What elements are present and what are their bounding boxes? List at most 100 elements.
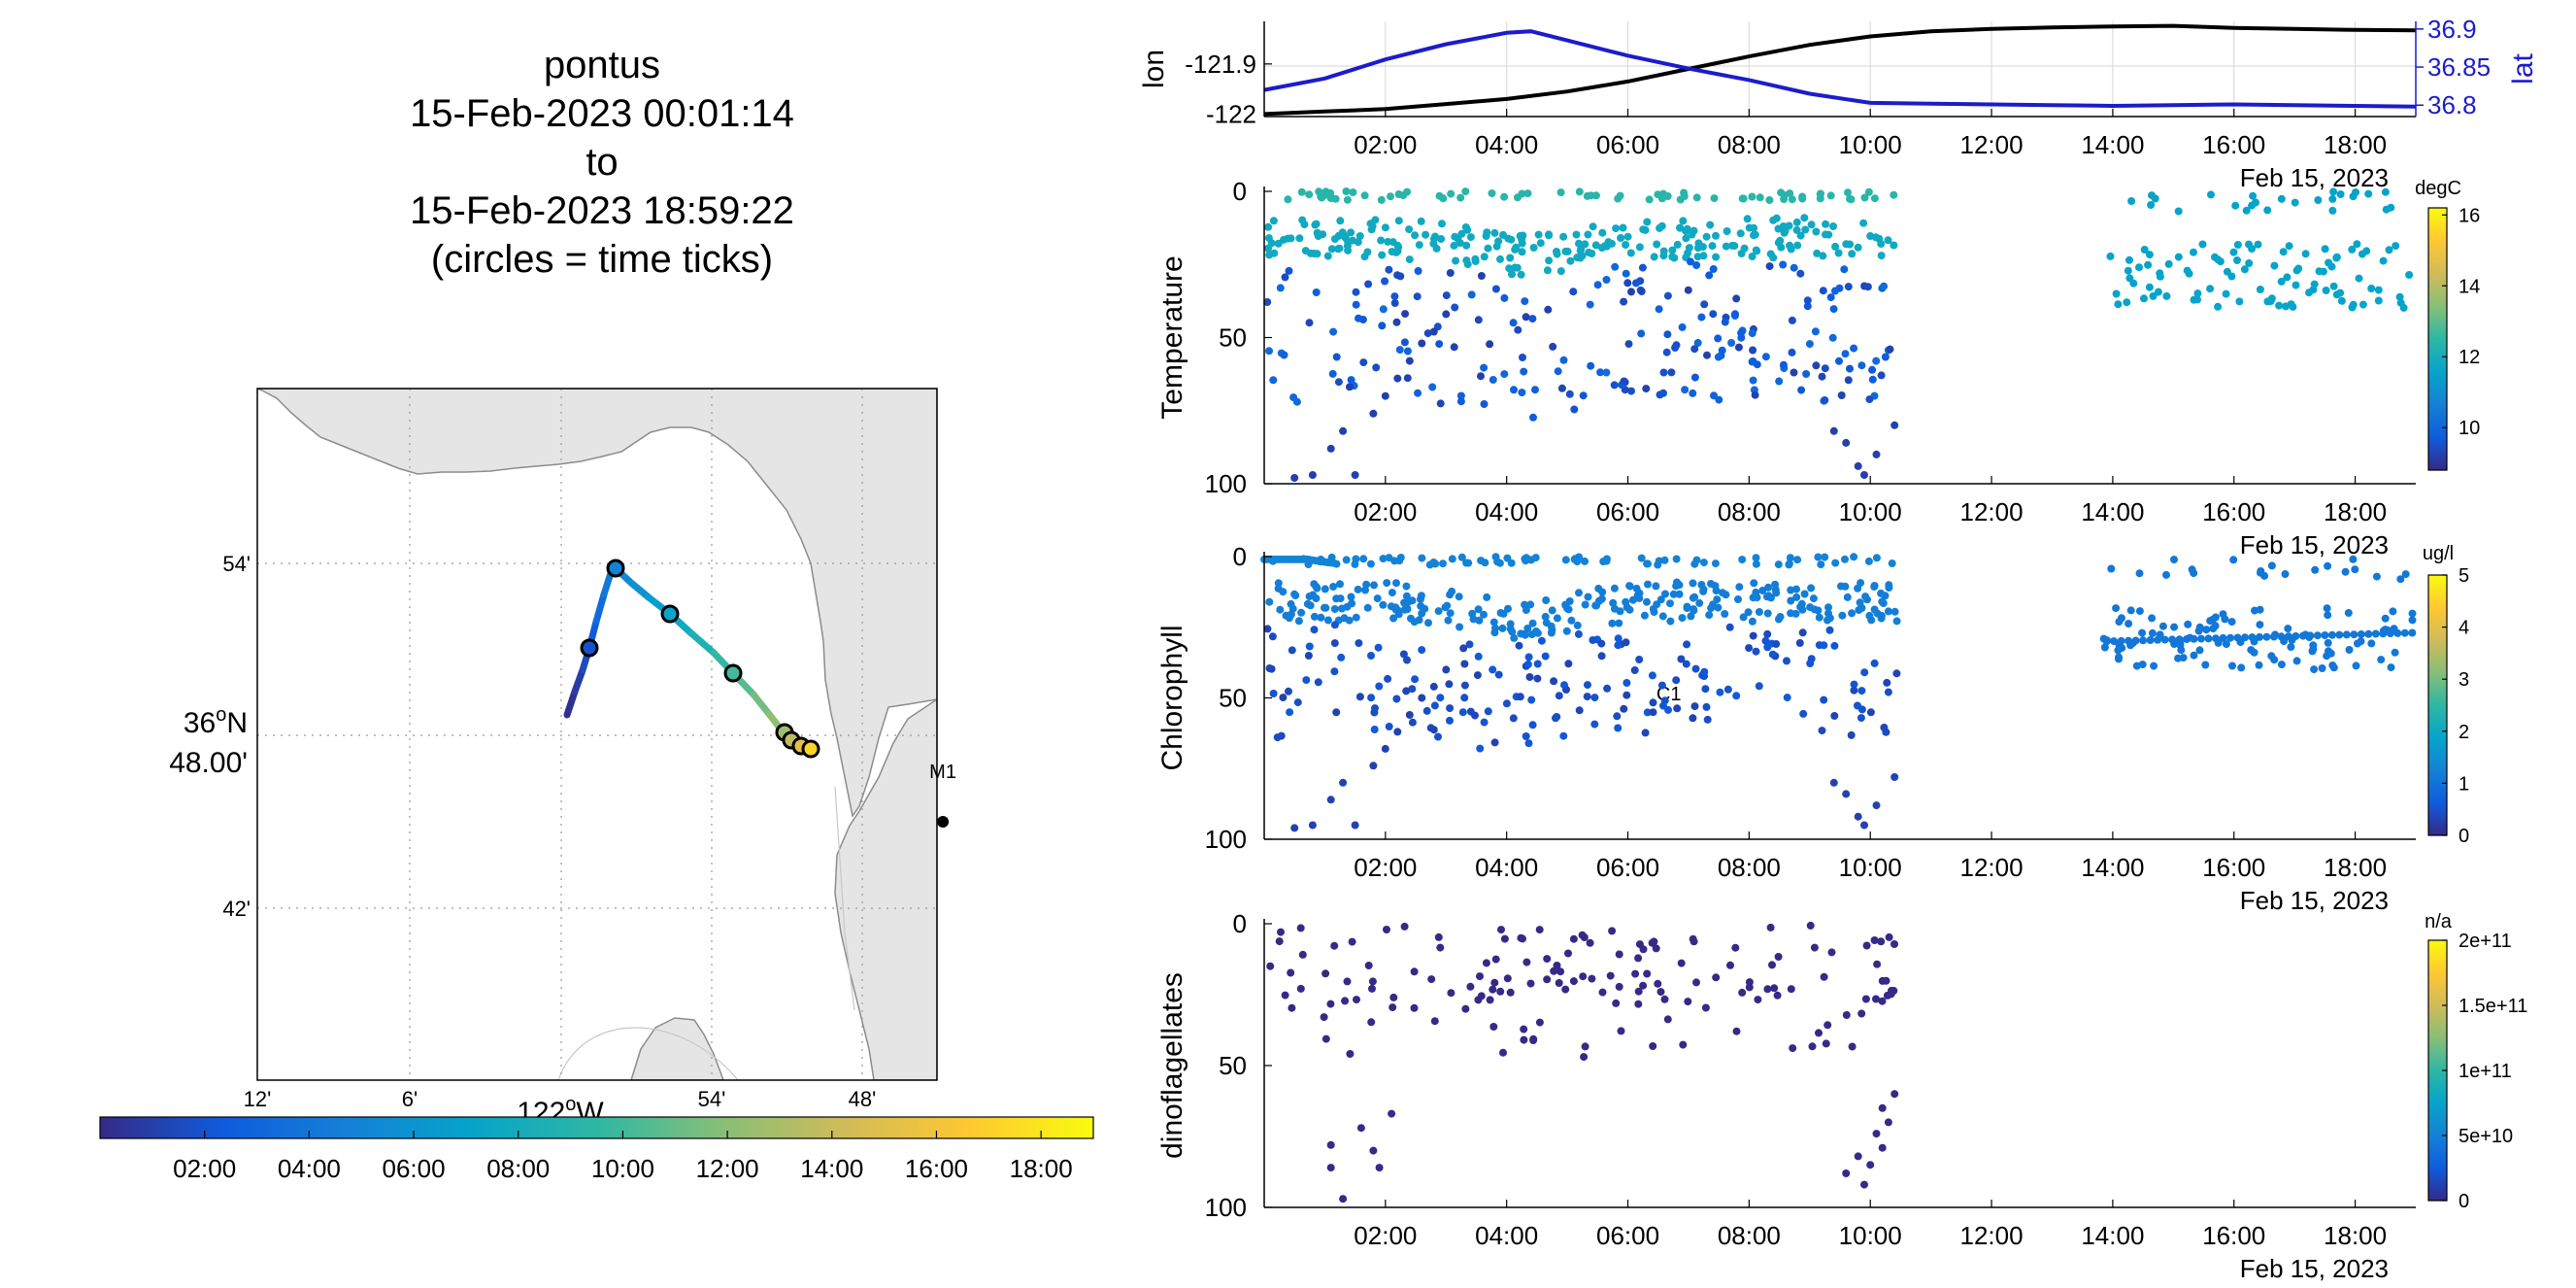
scatter-point <box>2352 661 2360 670</box>
scatter-point <box>1830 641 1839 650</box>
scatter-point <box>1395 557 1404 565</box>
scatter-point <box>1347 376 1355 385</box>
scatter-point <box>2135 607 2144 616</box>
scatter-point <box>2125 255 2133 264</box>
scatter-point <box>1890 190 1898 199</box>
scatter-point <box>2162 570 2170 579</box>
scatter-point <box>1553 614 1561 623</box>
scatter-point <box>1263 625 1272 633</box>
scatter-point <box>2114 300 2123 309</box>
scatter-point <box>1343 977 1352 986</box>
scatter-point <box>1846 364 1854 373</box>
vehicle-track <box>563 559 820 759</box>
scatter-point <box>1711 559 1720 568</box>
x-tick-label: 10:00 <box>1839 130 1902 159</box>
scatter-point <box>1660 556 1669 564</box>
scatter-point <box>1777 188 1786 197</box>
scatter-point <box>1438 220 1446 228</box>
scatter-point <box>1410 1003 1419 1012</box>
scatter-point <box>1523 625 1532 632</box>
scatter-point <box>1332 353 1341 361</box>
scatter-point <box>1342 187 1351 195</box>
time-colorbar-tick-label: 12:00 <box>696 1154 759 1183</box>
scatter-point <box>1715 395 1723 404</box>
scatter-point <box>2245 259 2254 267</box>
scatter-point <box>1379 600 1388 609</box>
scatter-point <box>1678 322 1687 331</box>
scatter-point <box>1476 744 1485 753</box>
scatter-point <box>1829 778 1838 787</box>
inner-coast-detail <box>557 786 855 1080</box>
scatter-point <box>1569 934 1578 943</box>
scatter-point <box>1264 234 1273 243</box>
scatter-point <box>1528 619 1537 627</box>
scatter-point <box>1712 231 1720 240</box>
scatter-point <box>1525 673 1534 681</box>
colorbar-tick-label: 2e+11 <box>2459 931 2512 952</box>
scatter-point <box>2233 256 2241 264</box>
scatter-point <box>2102 637 2111 646</box>
scatter-point <box>2202 626 2211 634</box>
scatter-point <box>1818 727 1826 735</box>
scatter-point <box>1281 991 1289 1000</box>
scatter-point <box>2336 190 2345 198</box>
scatter-point <box>1667 368 1676 377</box>
scatter-point <box>1685 244 1693 253</box>
scatter-point <box>1569 977 1578 986</box>
scatter-point <box>1700 667 1709 676</box>
scatter-point <box>1417 592 1425 600</box>
scatter-point <box>1355 639 1363 648</box>
scatter-point <box>1450 343 1458 352</box>
scatter-point <box>1456 397 1465 406</box>
scatter-point <box>1877 240 1886 248</box>
scatter-point <box>2269 632 2278 641</box>
scatter-point <box>1434 732 1442 741</box>
scatter-point <box>2100 643 2109 652</box>
scatter-point <box>1346 383 1354 391</box>
scatter-point <box>1587 361 1595 370</box>
scatter-point <box>1537 636 1546 645</box>
colorbar-unit: ug/l <box>2423 543 2454 564</box>
scatter-point <box>1726 961 1734 969</box>
x-tick-label: 04:00 <box>1475 1221 1538 1250</box>
scatter-point <box>1555 692 1563 700</box>
scatter-point <box>2281 570 2290 578</box>
scatter-point <box>1820 972 1828 981</box>
scatter-point <box>1424 619 1432 627</box>
scatter-point <box>1547 622 1556 630</box>
scatter-point <box>1624 340 1633 349</box>
scatter-point <box>1770 984 1779 993</box>
scatter-point <box>1775 377 1784 386</box>
scatter-point <box>1614 641 1623 650</box>
scatter-point <box>1848 609 1857 618</box>
scatter-point <box>1643 597 1651 606</box>
scatter-point <box>2139 636 2148 645</box>
x-tick-label: 02:00 <box>1354 497 1417 526</box>
scatter-point <box>1779 260 1788 269</box>
scatter-point <box>2148 191 2156 200</box>
scatter-point <box>1655 305 1663 314</box>
scatter-point <box>1410 618 1419 627</box>
scatter-point <box>1405 225 1414 234</box>
scatter-point <box>1787 596 1795 605</box>
scatter-point <box>1637 554 1646 562</box>
scatter-point <box>1703 715 1712 724</box>
scatter-point <box>1748 253 1756 260</box>
scatter-point <box>1752 246 1760 254</box>
scatter-point <box>1359 555 1368 563</box>
scatter-point <box>1702 232 1711 241</box>
scatter-point <box>1870 194 1879 203</box>
scatter-point <box>1446 704 1455 713</box>
scatter-point <box>1508 270 1516 279</box>
scatter-point <box>1792 218 1801 226</box>
scatter-point <box>1663 330 1672 339</box>
scatter-point <box>2327 262 2336 271</box>
scatter-point <box>1414 267 1422 275</box>
scatter-point <box>1477 992 1486 1000</box>
scatter-point <box>1690 702 1699 711</box>
scatter-point <box>1884 1118 1892 1127</box>
scatter-point <box>1752 559 1760 568</box>
scatter-point <box>1763 609 1772 618</box>
scatter-point <box>1779 360 1788 369</box>
scatter-point <box>1805 340 1814 349</box>
